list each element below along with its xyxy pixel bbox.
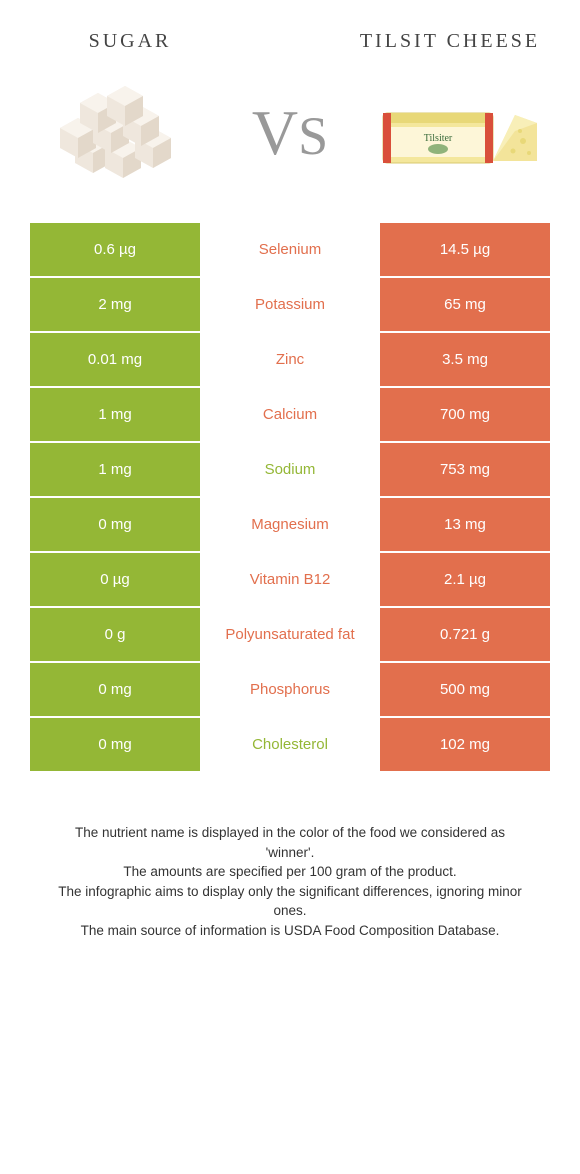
footnote-line: The main source of information is USDA F… — [50, 921, 530, 941]
nutrient-label: Zinc — [200, 333, 380, 386]
left-value: 2 mg — [30, 278, 200, 331]
footnotes: The nutrient name is displayed in the co… — [0, 773, 580, 940]
footnote-line: The amounts are specified per 100 gram o… — [50, 862, 530, 882]
left-value: 0 g — [30, 608, 200, 661]
nutrient-table: 0.6 µgSelenium14.5 µg2 mgPotassium65 mg0… — [0, 223, 580, 773]
right-value: 14.5 µg — [380, 223, 550, 276]
nutrient-label: Selenium — [200, 223, 380, 276]
nutrient-row: 0 gPolyunsaturated fat0.721 g — [30, 608, 550, 663]
title-right: Tilsit cheese — [340, 30, 560, 53]
nutrient-row: 0 mgPhosphorus500 mg — [30, 663, 550, 718]
right-value: 0.721 g — [380, 608, 550, 661]
left-value: 1 mg — [30, 388, 200, 441]
sugar-cubes-icon — [45, 78, 195, 188]
nutrient-row: 2 mgPotassium65 mg — [30, 278, 550, 333]
title-left: Sugar — [20, 30, 240, 53]
nutrient-row: 0.01 mgZinc3.5 mg — [30, 333, 550, 388]
nutrient-row: 0 µgVitamin B122.1 µg — [30, 553, 550, 608]
right-value: 500 mg — [380, 663, 550, 716]
svg-text:Tilsiter: Tilsiter — [424, 133, 453, 144]
title-spacer — [240, 30, 340, 53]
right-value: 65 mg — [380, 278, 550, 331]
left-value: 1 mg — [30, 443, 200, 496]
right-value: 13 mg — [380, 498, 550, 551]
right-value: 3.5 mg — [380, 333, 550, 386]
left-value: 0.01 mg — [30, 333, 200, 386]
right-value: 2.1 µg — [380, 553, 550, 606]
left-value: 0.6 µg — [30, 223, 200, 276]
left-value: 0 µg — [30, 553, 200, 606]
nutrient-label: Cholesterol — [200, 718, 380, 771]
nutrient-label: Sodium — [200, 443, 380, 496]
tilsit-cheese-icon: Tilsiter — [375, 83, 545, 183]
nutrient-row: 0 mgMagnesium13 mg — [30, 498, 550, 553]
sugar-image — [20, 73, 220, 193]
cheese-image: Tilsiter — [360, 73, 560, 193]
vs-row: VS Tilsiter — [0, 63, 580, 223]
left-value: 0 mg — [30, 498, 200, 551]
nutrient-row: 0.6 µgSelenium14.5 µg — [30, 223, 550, 278]
nutrient-label: Potassium — [200, 278, 380, 331]
nutrient-label: Vitamin B12 — [200, 553, 380, 606]
footnote-line: The nutrient name is displayed in the co… — [50, 823, 530, 862]
titles-row: Sugar Tilsit cheese — [0, 0, 580, 63]
nutrient-row: 1 mgCalcium700 mg — [30, 388, 550, 443]
vs-label: VS — [230, 96, 350, 170]
nutrient-label: Polyunsaturated fat — [200, 608, 380, 661]
left-value: 0 mg — [30, 663, 200, 716]
left-value: 0 mg — [30, 718, 200, 771]
footnote-line: The infographic aims to display only the… — [50, 882, 530, 921]
nutrient-row: 1 mgSodium753 mg — [30, 443, 550, 498]
nutrient-label: Phosphorus — [200, 663, 380, 716]
right-value: 700 mg — [380, 388, 550, 441]
nutrient-label: Calcium — [200, 388, 380, 441]
right-value: 102 mg — [380, 718, 550, 771]
nutrient-row: 0 mgCholesterol102 mg — [30, 718, 550, 773]
nutrient-label: Magnesium — [200, 498, 380, 551]
right-value: 753 mg — [380, 443, 550, 496]
